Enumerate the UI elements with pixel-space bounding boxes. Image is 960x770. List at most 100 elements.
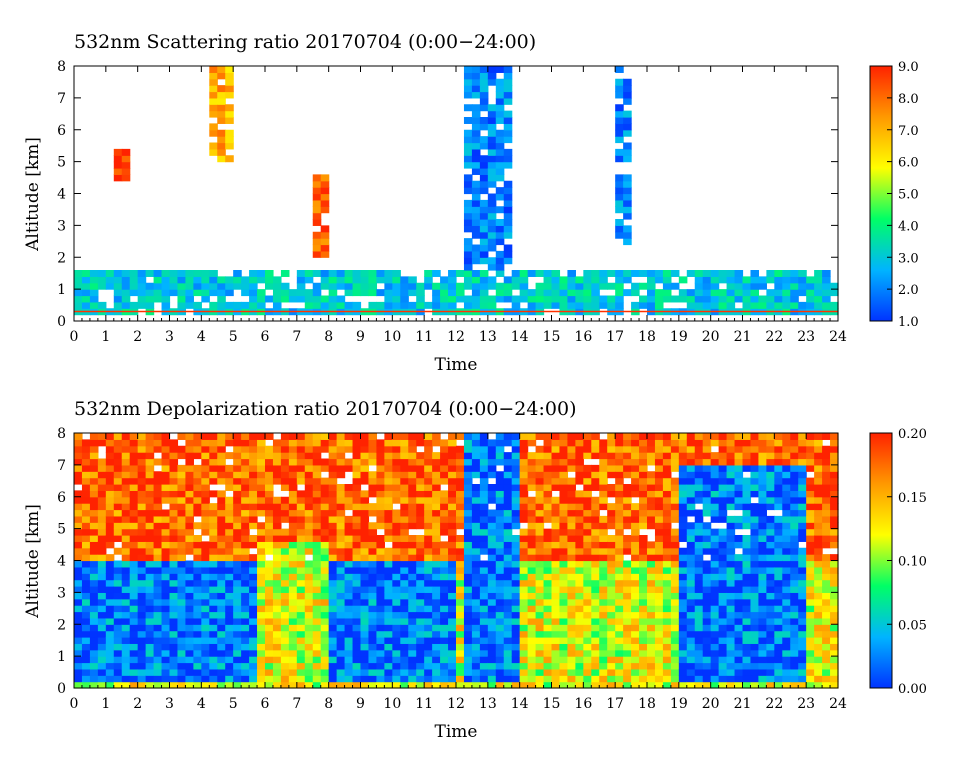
heatmap-cell (416, 541, 425, 549)
heatmap-cell (145, 611, 155, 619)
heatmap-cell (790, 464, 799, 472)
heatmap-cell (511, 458, 521, 466)
heatmap-cell (241, 611, 250, 619)
heatmap-cell (527, 295, 537, 303)
heatmap-cell (408, 617, 417, 625)
heatmap-cell (822, 295, 831, 303)
heatmap-cell (105, 471, 115, 479)
heatmap-cell (352, 458, 362, 466)
heatmap-cell (241, 522, 250, 530)
heatmap-cell (503, 477, 513, 485)
heatmap-cell (814, 675, 823, 683)
heatmap-cell (758, 624, 767, 632)
heatmap-cell (328, 643, 338, 651)
heatmap-cell (296, 656, 306, 664)
heatmap-cell (416, 573, 425, 581)
heatmap-cell (591, 464, 600, 472)
heatmap-cell (257, 289, 266, 297)
heatmap-cell (694, 541, 704, 549)
heatmap-cell (336, 547, 346, 555)
heatmap-cell (376, 439, 385, 447)
heatmap-cell (503, 515, 513, 523)
heatmap-cell (463, 496, 473, 504)
heatmap-cell (503, 117, 513, 124)
heatmap-cell (766, 675, 775, 683)
heatmap-cell (830, 496, 839, 504)
colorbar-tick-label: 2.0 (898, 283, 919, 298)
heatmap-cell (710, 617, 720, 625)
heatmap-cell (312, 592, 322, 600)
heatmap-cell (654, 649, 664, 657)
heatmap-cell (463, 66, 473, 73)
heatmap-cell (169, 535, 179, 542)
heatmap-cell (137, 270, 147, 277)
heatmap-cell (129, 566, 139, 574)
heatmap-cell (535, 458, 545, 466)
heatmap-cell (209, 681, 218, 689)
heatmap-cell (145, 649, 155, 657)
heatmap-cell (615, 458, 624, 466)
heatmap-cell (463, 180, 473, 188)
heatmap-cell (105, 433, 115, 440)
heatmap-cell (416, 611, 425, 619)
heatmap-cell (296, 624, 306, 632)
heatmap-cell (511, 484, 521, 491)
heatmap-cell (288, 445, 298, 453)
heatmap-cell (479, 282, 489, 290)
heatmap-cell (89, 433, 99, 440)
heatmap-cell (97, 681, 107, 689)
heatmap-cell (718, 566, 728, 574)
heatmap-cell (193, 535, 202, 542)
heatmap-cell (209, 97, 218, 105)
heatmap-cell (487, 199, 497, 207)
heatmap-cell (296, 643, 306, 651)
heatmap-cell (806, 445, 815, 453)
heatmap-cell (272, 566, 282, 574)
heatmap-cell (806, 560, 815, 568)
heatmap-cell (662, 439, 672, 447)
heatmap-cell (551, 573, 561, 581)
x-tick-label: 19 (670, 696, 688, 712)
heatmap-cell (177, 471, 187, 479)
heatmap-cell (217, 85, 226, 93)
heatmap-cell (288, 554, 298, 562)
heatmap-cell (782, 586, 791, 593)
heatmap-cell (527, 554, 537, 562)
heatmap-cell (280, 662, 290, 670)
heatmap-cell (495, 66, 505, 73)
heatmap-cell (758, 439, 767, 447)
heatmap-cell (185, 452, 194, 460)
heatmap-cell (320, 199, 330, 207)
heatmap-cell (527, 617, 537, 625)
heatmap-cell (424, 643, 433, 651)
heatmap-cell (153, 649, 163, 657)
heatmap-cell (766, 547, 775, 555)
heatmap-cell (718, 458, 728, 466)
heatmap-cell (527, 649, 537, 657)
heatmap-cell (432, 649, 441, 657)
heatmap-cell (479, 637, 489, 644)
heatmap-cell (519, 624, 529, 632)
heatmap-cell (543, 617, 553, 625)
heatmap-cell (392, 433, 401, 440)
heatmap-cell (790, 624, 799, 632)
heatmap-cell (89, 496, 99, 504)
heatmap-cell (384, 276, 393, 284)
heatmap-cell (81, 598, 91, 606)
heatmap-cell (742, 643, 752, 651)
heatmap-cell (233, 624, 242, 632)
heatmap-cell (169, 270, 179, 277)
heatmap-cell (766, 662, 775, 670)
heatmap-cell (647, 554, 656, 562)
heatmap-cell (384, 598, 393, 606)
heatmap-cell (201, 649, 210, 657)
heatmap-cell (734, 605, 744, 613)
heatmap-cell (718, 509, 728, 517)
heatmap-cell (479, 123, 489, 131)
heatmap-cell (257, 471, 266, 479)
heatmap-cell (440, 439, 449, 447)
heatmap-cell (416, 675, 425, 683)
heatmap-cell (121, 295, 131, 303)
heatmap-cell (726, 579, 736, 587)
heatmap-cell (320, 617, 330, 625)
